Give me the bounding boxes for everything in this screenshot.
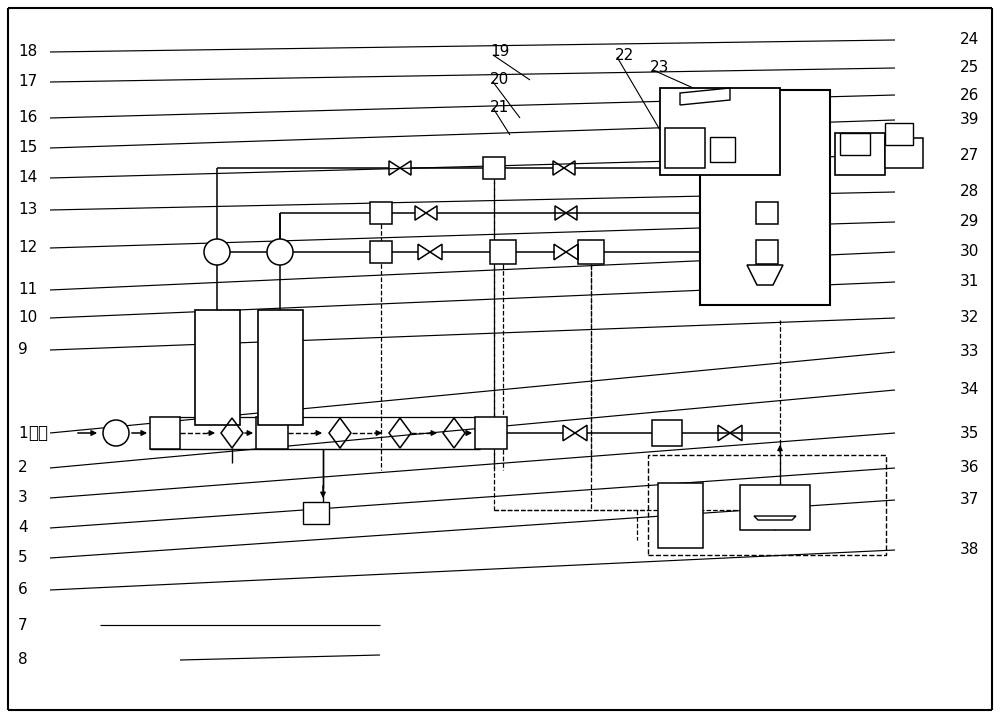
Text: 9: 9 <box>18 342 28 358</box>
Bar <box>370 202 392 224</box>
Text: 37: 37 <box>960 493 979 508</box>
Bar <box>195 310 240 425</box>
Bar <box>256 417 288 449</box>
Text: 34: 34 <box>960 383 979 398</box>
Text: 6: 6 <box>18 582 28 597</box>
Text: 38: 38 <box>960 543 979 557</box>
Bar <box>370 241 392 263</box>
Bar <box>700 90 830 305</box>
Text: 25: 25 <box>960 60 979 75</box>
Text: 2: 2 <box>18 460 28 475</box>
Bar <box>740 485 810 530</box>
Bar <box>150 417 180 449</box>
Bar <box>658 483 703 548</box>
Text: 31: 31 <box>960 274 979 289</box>
Text: 20: 20 <box>490 73 509 88</box>
Text: 10: 10 <box>18 310 37 325</box>
Bar <box>303 502 329 524</box>
Bar <box>665 128 705 168</box>
Text: 36: 36 <box>960 460 980 475</box>
Bar <box>756 240 778 264</box>
Text: 33: 33 <box>960 345 980 360</box>
Text: 12: 12 <box>18 241 37 256</box>
Text: 11: 11 <box>18 282 37 297</box>
Text: 3: 3 <box>18 490 28 505</box>
Text: 35: 35 <box>960 426 979 441</box>
Text: 14: 14 <box>18 170 37 185</box>
Text: 16: 16 <box>18 111 37 126</box>
Bar <box>475 417 507 449</box>
Bar <box>490 240 516 264</box>
Bar <box>648 455 886 555</box>
Bar <box>652 420 682 446</box>
Text: 27: 27 <box>960 147 979 162</box>
Text: 7: 7 <box>18 617 28 633</box>
Bar <box>710 137 735 162</box>
Text: 4: 4 <box>18 521 28 536</box>
Bar <box>483 157 505 179</box>
Text: 23: 23 <box>650 60 669 75</box>
Text: 17: 17 <box>18 75 37 90</box>
Text: 18: 18 <box>18 45 37 60</box>
Circle shape <box>204 239 230 265</box>
Bar <box>835 133 885 175</box>
Text: 15: 15 <box>18 141 37 156</box>
Text: 30: 30 <box>960 245 979 259</box>
Text: 13: 13 <box>18 202 37 218</box>
Bar <box>840 133 870 155</box>
Bar <box>258 310 303 425</box>
Text: 1: 1 <box>18 426 28 441</box>
Text: 22: 22 <box>615 47 634 62</box>
Bar <box>660 88 780 175</box>
Bar <box>885 138 923 168</box>
Bar <box>578 240 604 264</box>
Bar <box>756 202 778 224</box>
Text: 8: 8 <box>18 653 28 668</box>
Text: 32: 32 <box>960 310 979 325</box>
Text: 26: 26 <box>960 88 979 103</box>
Text: 5: 5 <box>18 551 28 566</box>
Text: 24: 24 <box>960 32 979 47</box>
Bar <box>885 123 913 145</box>
Text: 21: 21 <box>490 101 509 116</box>
Circle shape <box>103 420 129 446</box>
Text: 19: 19 <box>490 45 509 60</box>
Circle shape <box>267 239 293 265</box>
Text: 空气: 空气 <box>28 424 48 442</box>
Text: 29: 29 <box>960 215 979 230</box>
Text: 39: 39 <box>960 113 980 128</box>
Text: 28: 28 <box>960 185 979 200</box>
